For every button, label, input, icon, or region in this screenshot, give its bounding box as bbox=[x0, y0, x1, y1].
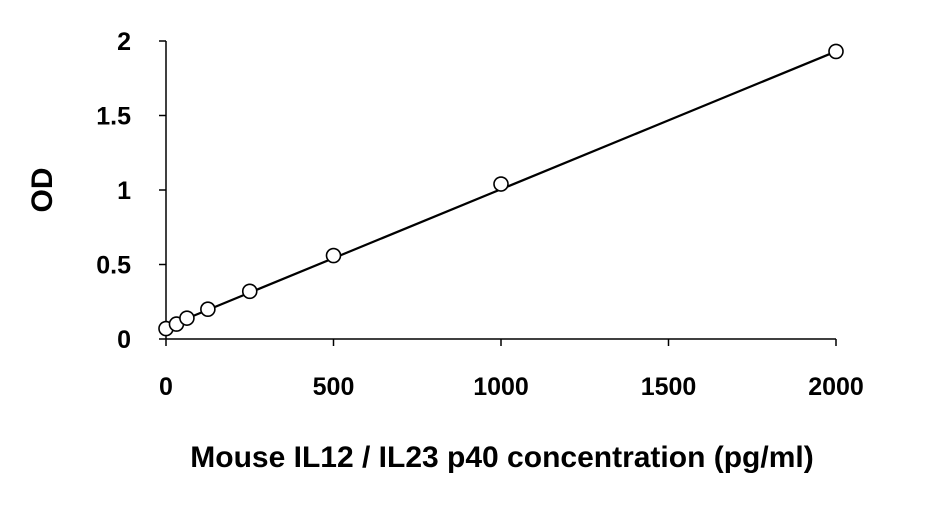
data-point bbox=[828, 43, 844, 60]
x-tick-label: 500 bbox=[313, 373, 355, 401]
data-point bbox=[241, 283, 258, 300]
plot-area: 0 0.5 1 1.5 2 0 500 1000 1500 2000 bbox=[96, 28, 864, 401]
data-point bbox=[200, 301, 216, 318]
y-tick-label: 0.5 bbox=[96, 252, 131, 280]
data-point bbox=[493, 176, 509, 192]
data-point bbox=[325, 247, 342, 264]
y-tick-label: 1 bbox=[117, 177, 131, 205]
x-tick-label: 1500 bbox=[641, 373, 697, 401]
y-tick-label: 1.5 bbox=[96, 103, 131, 131]
x-tick-label: 2000 bbox=[808, 373, 864, 401]
data-point bbox=[179, 310, 195, 326]
x-tick-label: 1000 bbox=[473, 373, 529, 401]
x-tick-label: 0 bbox=[159, 373, 173, 401]
y-axis-title: OD bbox=[26, 168, 59, 213]
x-axis-title: Mouse IL12 / IL23 p40 concentration (pg/… bbox=[190, 441, 813, 474]
y-tick-label: 0 bbox=[117, 326, 131, 354]
y-tick-label: 2 bbox=[117, 28, 131, 56]
